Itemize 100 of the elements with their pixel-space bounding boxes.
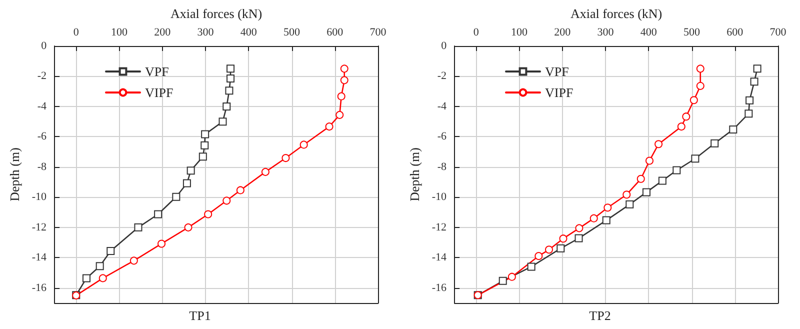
x-axis-title: Axial forces (kN) [570,6,662,21]
point [626,200,634,208]
point [106,246,115,255]
y-tick-label: -2 [37,70,47,82]
x-tick-label: 300 [197,26,214,38]
point [654,140,663,148]
point [96,262,104,270]
y-tick-label: -12 [32,221,47,234]
point [645,156,654,165]
point [200,141,209,150]
point [222,102,231,110]
point [226,64,235,73]
point [98,274,107,282]
y-tick-label: 0 [41,40,48,52]
legend-label: VPF [145,64,169,79]
point [691,154,700,163]
point [204,210,212,218]
point [729,125,738,134]
x-tick-label: 400 [640,26,658,38]
point [225,86,234,95]
point [336,110,344,119]
x-tick-label: 200 [554,26,572,38]
y-tick-label: -8 [437,160,448,173]
point [710,139,719,148]
point [602,216,610,224]
point [498,276,507,285]
point [340,76,348,84]
point [130,256,138,265]
x-tick-label: 600 [326,26,344,38]
point [154,210,162,218]
point [236,186,244,194]
point [604,204,612,212]
y-tick-label: -10 [432,191,448,204]
point [636,174,645,183]
legend-label: VIPF [145,85,174,100]
y-tick-label: 0 [441,40,448,52]
point [337,92,346,100]
y-axis-title: Depth (m) [407,148,422,202]
point [218,118,227,126]
x-tick-label: 400 [240,26,258,38]
point [182,179,191,188]
point [545,246,554,254]
x-tick-label: 600 [726,26,744,38]
point [677,122,686,131]
x-tick-label: 500 [284,26,300,38]
y-tick-label: -4 [37,100,48,112]
point [222,196,231,205]
x-tick-label: 100 [511,26,528,38]
y-tick-label: -12 [432,221,447,234]
x-tick-label: 300 [597,26,614,38]
point [575,224,584,232]
point [186,166,195,175]
point [134,223,142,232]
text: TP2 [589,308,611,323]
y-tick-label: -8 [37,160,48,173]
x-tick-label: 100 [111,26,128,38]
x-tick-label: 700 [770,26,787,38]
legend-label: VPF [545,64,569,79]
y-tick-label: -14 [432,252,448,264]
x-tick-label: 0 [473,26,480,38]
point [672,166,681,174]
point [753,64,762,73]
point [746,96,754,104]
point [527,262,536,271]
y-tick-label: -4 [437,100,448,112]
point [534,252,543,260]
point [198,152,207,161]
point [282,154,290,162]
point [184,223,192,232]
y-tick-label: -10 [32,191,48,204]
x-tick-label: 200 [154,26,172,38]
y-tick-label: -16 [32,282,48,294]
x-tick-label: 0 [73,26,80,38]
point [750,78,758,86]
point [508,272,516,281]
y-tick-label: -6 [37,130,48,143]
point [261,168,270,176]
point [340,64,348,73]
x-tick-label: 500 [684,26,700,38]
point [300,140,308,149]
point [201,130,210,138]
point [690,96,698,104]
point [590,214,598,222]
text: TP1 [189,308,211,323]
point [622,190,631,199]
point [559,234,568,243]
y-tick-label: -2 [437,70,447,82]
point [556,244,565,252]
point [642,188,650,196]
legend-label: VIPF [545,85,574,100]
point [226,74,235,83]
x-axis-title: Axial forces (kN) [170,6,262,21]
point [696,82,704,90]
point [744,110,753,118]
point [158,240,166,248]
point [658,176,666,185]
y-axis-title: Depth (m) [7,148,22,202]
x-tick-label: 700 [370,26,387,38]
point [82,274,90,282]
y-tick-label: -14 [32,252,48,264]
